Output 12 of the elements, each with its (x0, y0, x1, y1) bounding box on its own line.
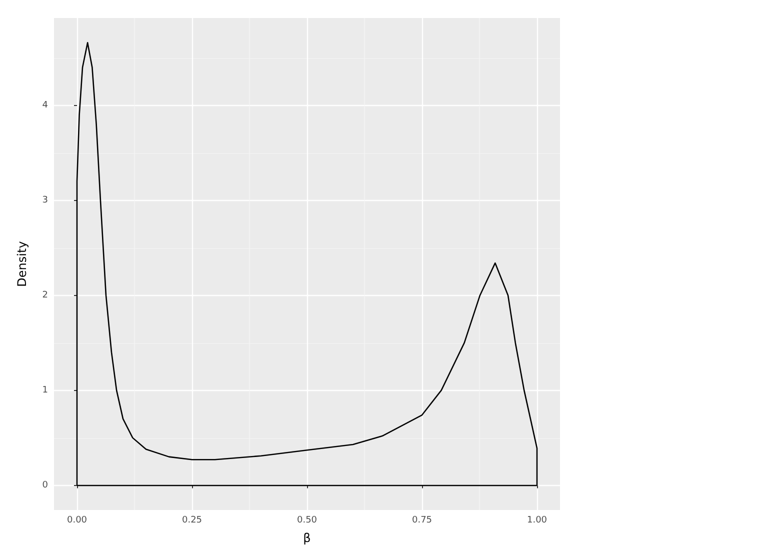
y-axis-title: Density (15, 241, 29, 287)
y-tick-label: 1 (42, 385, 48, 396)
y-tick-label: 3 (42, 195, 48, 206)
y-tick-label: 4 (42, 100, 48, 110)
y-tick-label: 0 (42, 480, 48, 490)
x-tick-label: 0.75 (412, 516, 432, 526)
y-tick-label: 2 (42, 290, 48, 300)
x-tick-label: 0.25 (182, 516, 202, 526)
x-tick-label: 0.00 (66, 516, 88, 526)
x-tick-label: 0.50 (296, 516, 318, 526)
x-axis-title: β (303, 531, 311, 545)
x-tick-label: 1.00 (526, 516, 548, 526)
